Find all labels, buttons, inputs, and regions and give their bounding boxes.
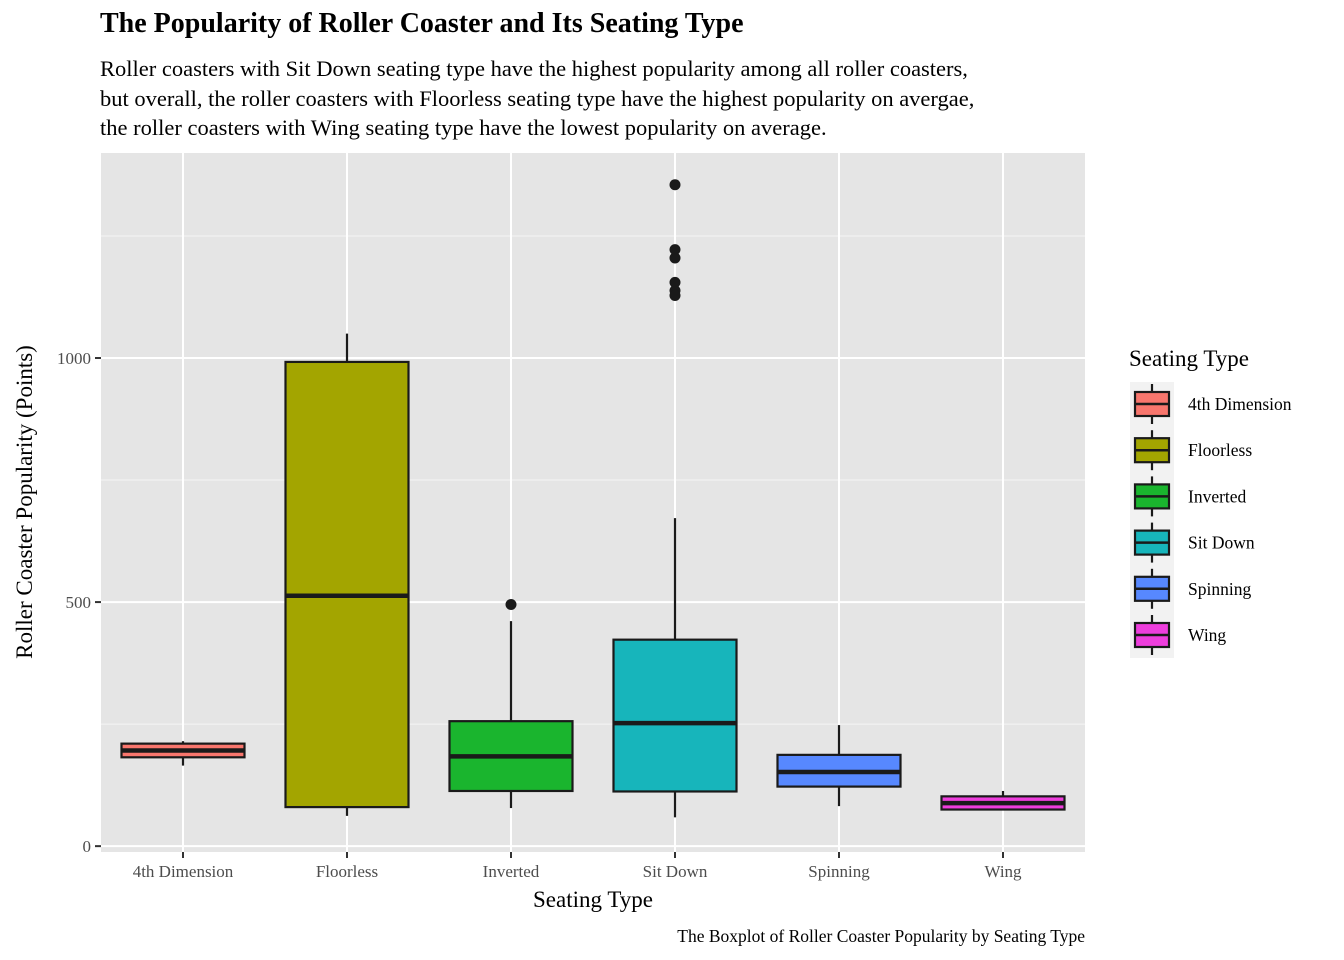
legend-title: Seating Type	[1129, 346, 1249, 371]
minor-gridlines	[101, 235, 1085, 725]
outlier-point	[505, 599, 517, 611]
legend-item: Floorless	[1133, 430, 1252, 471]
subtitle-line: Roller coasters with Sit Down seating ty…	[100, 56, 968, 81]
x-axis: 4th Dimension Floorless Inverted Sit Down Sp…	[133, 852, 1022, 881]
box-iqr	[284, 360, 410, 809]
box-group	[448, 599, 574, 809]
y-tick-label: 500	[66, 593, 92, 612]
x-tick-label: Spinning	[808, 862, 870, 881]
boxes	[120, 179, 1066, 818]
chart-subtitle: Roller coasters with Sit Down seating ty…	[100, 54, 974, 143]
x-tick-label: Inverted	[483, 862, 540, 881]
outlier-point	[669, 276, 681, 288]
box-group	[120, 741, 246, 766]
box-group	[940, 790, 1066, 811]
legend-item: 4th Dimension	[1133, 384, 1292, 424]
box-iqr	[612, 638, 738, 793]
legend-label: Floorless	[1188, 440, 1252, 460]
legend-item: Spinning	[1133, 568, 1251, 609]
legend: Seating Type 4th Dimension Floorless Inver…	[1129, 346, 1292, 658]
legend-label: Sit Down	[1188, 533, 1255, 553]
box-group	[612, 179, 738, 818]
outlier-point	[669, 252, 681, 264]
chart-title: The Popularity of Roller Coaster and Its…	[100, 8, 744, 39]
x-tick-label: 4th Dimension	[133, 862, 234, 881]
y-tick-label: 0	[83, 837, 92, 856]
box-group	[284, 333, 410, 816]
y-axis: 0 500 1000	[57, 349, 101, 856]
x-axis-title: Seating Type	[533, 887, 653, 912]
outlier-point	[669, 244, 681, 256]
legend-item: Sit Down	[1133, 522, 1255, 563]
outlier-point	[669, 290, 681, 302]
legend-label: Spinning	[1188, 579, 1251, 599]
box-group	[776, 725, 902, 807]
y-tick-label: 1000	[57, 349, 91, 368]
x-tick-label: Sit Down	[643, 862, 708, 881]
legend-item: Wing	[1133, 615, 1226, 655]
legend-item: Inverted	[1133, 476, 1247, 517]
legend-label: Wing	[1188, 625, 1226, 645]
subtitle-line: but overall, the roller coasters with Fl…	[100, 85, 975, 111]
legend-label: 4th Dimension	[1188, 394, 1292, 414]
y-axis-title: Roller Coaster Popularity (Points)	[12, 345, 37, 659]
chart-caption: The Boxplot of Roller Coaster Popularity…	[677, 926, 1085, 946]
outlier-point	[669, 179, 681, 191]
x-tick-label: Wing	[984, 862, 1022, 881]
x-tick-label: Floorless	[316, 862, 378, 881]
legend-label: Inverted	[1188, 486, 1247, 506]
subtitle-line: the roller coasters with Wing seating ty…	[100, 115, 827, 140]
plot-panel	[101, 153, 1085, 852]
legend-key-background	[1130, 382, 1174, 658]
